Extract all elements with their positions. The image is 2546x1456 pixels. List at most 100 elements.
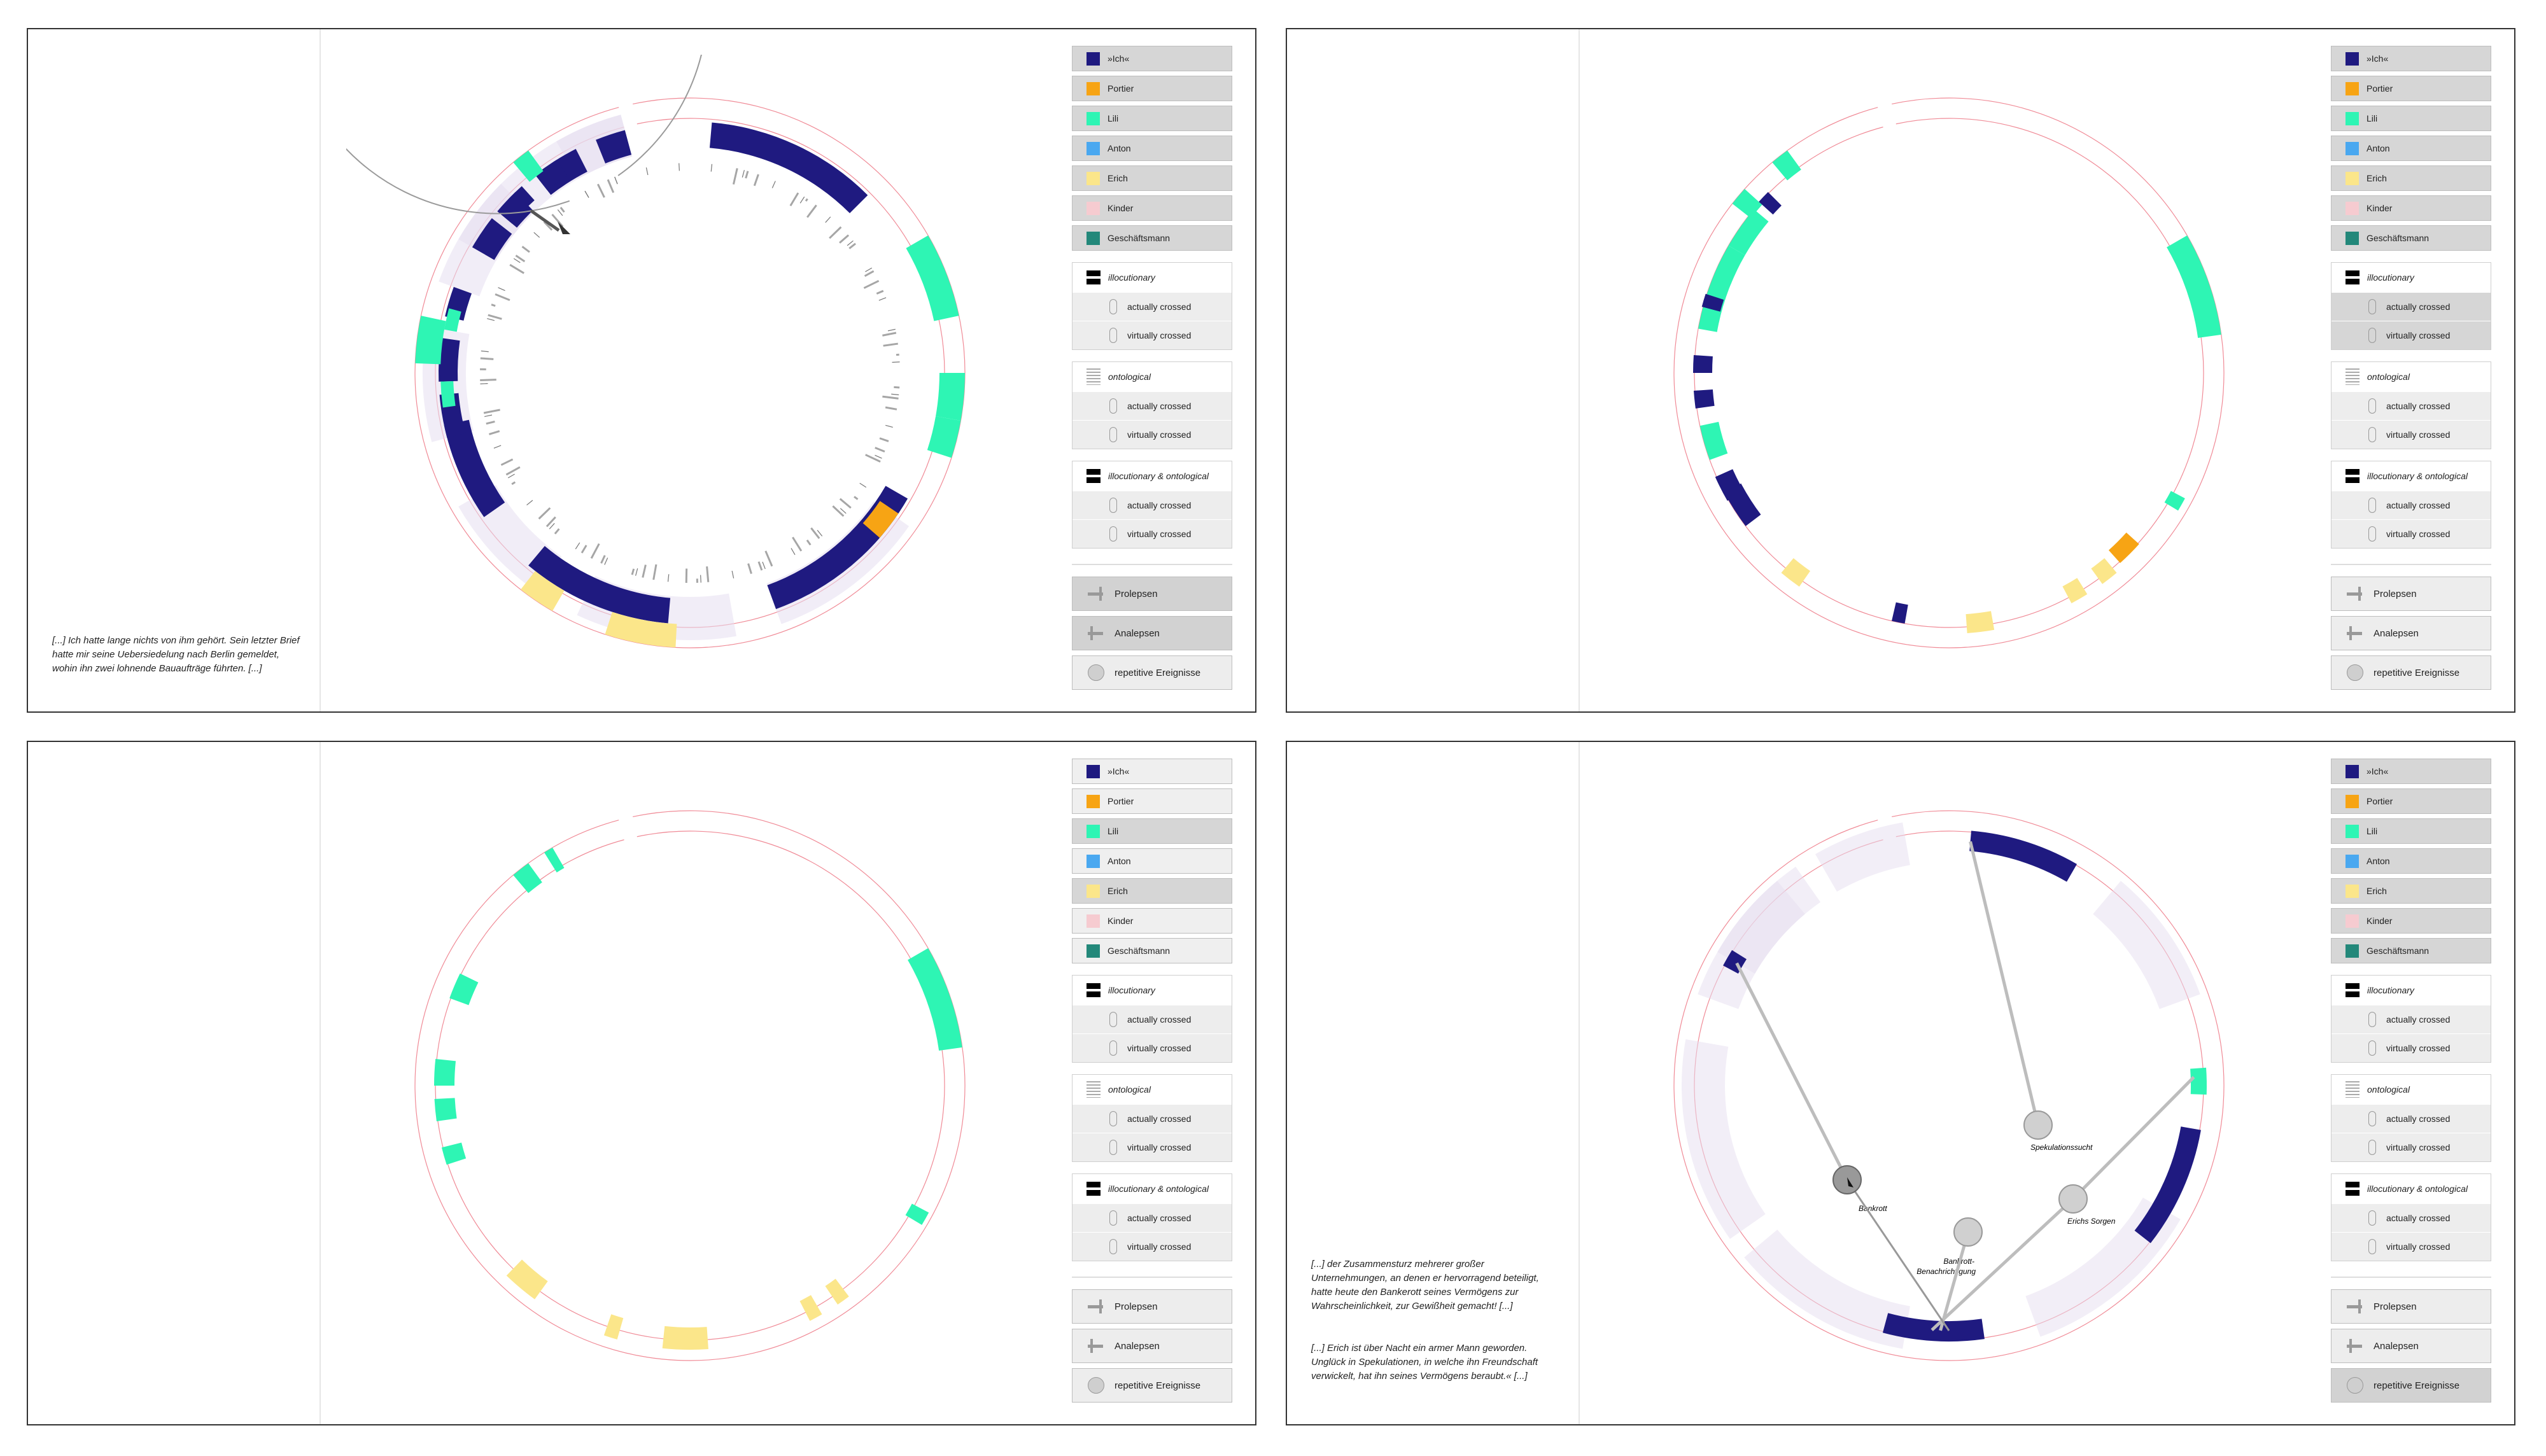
legend-item-ich[interactable]: »Ich« bbox=[1072, 759, 1232, 784]
timeline-bar bbox=[545, 516, 556, 528]
filter-row-virtually-crossed[interactable]: virtually crossed bbox=[1073, 1133, 1232, 1161]
timeline-bar bbox=[590, 543, 600, 559]
filter-row-virtually-crossed[interactable]: virtually crossed bbox=[1073, 420, 1232, 449]
filter-row-label: virtually crossed bbox=[1127, 1043, 1192, 1053]
legend-item-ich[interactable]: »Ich« bbox=[1072, 46, 1232, 71]
filter-row-virtually-crossed[interactable]: virtually crossed bbox=[2331, 1232, 2491, 1261]
legend-item-label: Anton bbox=[1108, 856, 1131, 866]
legend-item-erich[interactable]: Erich bbox=[2331, 878, 2491, 904]
legend-item-portier[interactable]: Portier bbox=[2331, 788, 2491, 814]
legend-item-anton[interactable]: Anton bbox=[1072, 136, 1232, 161]
filter-row-virtually-crossed[interactable]: virtually crossed bbox=[2331, 1133, 2491, 1161]
nav-button-prolepsen[interactable]: Prolepsen bbox=[2331, 1289, 2491, 1324]
legend-item-lili[interactable]: Lili bbox=[2331, 818, 2491, 844]
filter-row-actually-crossed[interactable]: actually crossed bbox=[2331, 292, 2491, 321]
nav-button-repetitive[interactable]: repetitive Ereignisse bbox=[1072, 1368, 1232, 1403]
legend-item-portier[interactable]: Portier bbox=[2331, 76, 2491, 101]
circle-icon bbox=[1088, 664, 1106, 681]
timeline-tick bbox=[762, 561, 766, 570]
nav-button-prolepsen[interactable]: Prolepsen bbox=[1072, 1289, 1232, 1324]
legend-item-lili[interactable]: Lili bbox=[2331, 106, 2491, 131]
legend-item-label: Lili bbox=[1108, 826, 1119, 836]
circular-visualization[interactable] bbox=[346, 767, 1034, 1404]
filter-row-actually-crossed[interactable]: actually crossed bbox=[1073, 391, 1232, 420]
filter-row-actually-crossed[interactable]: actually crossed bbox=[2331, 1203, 2491, 1232]
timeline-jump-icon bbox=[1088, 1298, 1106, 1315]
kinder-band bbox=[2093, 881, 2200, 1009]
circular-visualization[interactable] bbox=[346, 55, 1034, 691]
nav-button-prolepsen[interactable]: Prolepsen bbox=[1072, 577, 1232, 611]
legend-item-geschftsmann[interactable]: Geschäftsmann bbox=[1072, 938, 1232, 963]
crossing-type-icon bbox=[2346, 1081, 2360, 1098]
filter-row-actually-crossed[interactable]: actually crossed bbox=[1073, 1104, 1232, 1133]
timeline-bar bbox=[806, 539, 812, 546]
filter-row-actually-crossed[interactable]: actually crossed bbox=[1073, 1203, 1232, 1232]
filter-row-virtually-crossed[interactable]: virtually crossed bbox=[1073, 321, 1232, 349]
legend-item-lili[interactable]: Lili bbox=[1072, 106, 1232, 131]
legend-item-erich[interactable]: Erich bbox=[1072, 878, 1232, 904]
timeline-ring bbox=[346, 55, 702, 214]
legend-item-lili[interactable]: Lili bbox=[1072, 818, 1232, 844]
lili-segment bbox=[444, 308, 461, 332]
filter-row-actually-crossed[interactable]: actually crossed bbox=[2331, 391, 2491, 420]
timeline-bar bbox=[495, 293, 510, 302]
filter-row-label: actually crossed bbox=[1127, 401, 1192, 411]
filter-group-title: illocutionary & ontological bbox=[2367, 471, 2468, 481]
legend-item-kinder[interactable]: Kinder bbox=[1072, 908, 1232, 934]
nav-button-repetitive[interactable]: repetitive Ereignisse bbox=[2331, 655, 2491, 690]
panel-illocutionary: »Ich« Portier Lili Anton Erich Kinder Ge… bbox=[1286, 28, 2515, 713]
legend-item-kinder[interactable]: Kinder bbox=[2331, 908, 2491, 934]
nav-button-analepsen[interactable]: Analepsen bbox=[1072, 616, 1232, 650]
panel-divider bbox=[320, 742, 321, 1424]
filter-row-actually-crossed[interactable]: actually crossed bbox=[2331, 1104, 2491, 1133]
legend-item-geschftsmann[interactable]: Geschäftsmann bbox=[1072, 225, 1232, 251]
legend-item-anton[interactable]: Anton bbox=[2331, 848, 2491, 874]
filter-row-actually-crossed[interactable]: actually crossed bbox=[1073, 491, 1232, 519]
filter-row-virtually-crossed[interactable]: virtually crossed bbox=[2331, 321, 2491, 349]
legend-item-ich[interactable]: »Ich« bbox=[2331, 759, 2491, 784]
filter-row-virtually-crossed[interactable]: virtually crossed bbox=[2331, 1033, 2491, 1062]
color-swatch bbox=[1087, 231, 1100, 245]
legend-item-geschftsmann[interactable]: Geschäftsmann bbox=[2331, 938, 2491, 963]
timeline-tick bbox=[840, 508, 847, 514]
nav-button-repetitive[interactable]: repetitive Ereignisse bbox=[2331, 1368, 2491, 1403]
legend-item-portier[interactable]: Portier bbox=[1072, 76, 1232, 101]
nav-button-repetitive[interactable]: repetitive Ereignisse bbox=[1072, 655, 1232, 690]
legend-item-kinder[interactable]: Kinder bbox=[2331, 195, 2491, 221]
legend-item-anton[interactable]: Anton bbox=[1072, 848, 1232, 874]
nav-button-label: repetitive Ereignisse bbox=[2374, 1380, 2460, 1391]
filter-row-virtually-crossed[interactable]: virtually crossed bbox=[1073, 519, 1232, 548]
nav-button-analepsen[interactable]: Analepsen bbox=[2331, 1329, 2491, 1363]
filter-row-virtually-crossed[interactable]: virtually crossed bbox=[1073, 1232, 1232, 1261]
filter-row-label: actually crossed bbox=[2386, 500, 2451, 510]
ich-segment bbox=[1759, 192, 1782, 215]
filter-row-virtually-crossed[interactable]: virtually crossed bbox=[1073, 1033, 1232, 1062]
circular-visualization[interactable]: Spekulationssucht Bankrott Erichs Sorgen… bbox=[1605, 767, 2293, 1404]
timeline-tick bbox=[892, 361, 900, 363]
toggle-pill-icon bbox=[2368, 1239, 2376, 1254]
nav-button-prolepsen[interactable]: Prolepsen bbox=[2331, 577, 2491, 611]
color-swatch bbox=[2346, 231, 2359, 245]
ich-segment bbox=[497, 186, 535, 224]
portier-segment bbox=[2108, 532, 2139, 563]
filter-row-virtually-crossed[interactable]: virtually crossed bbox=[2331, 420, 2491, 449]
legend-item-anton[interactable]: Anton bbox=[2331, 136, 2491, 161]
circular-visualization[interactable] bbox=[1605, 55, 2293, 691]
erich-segment bbox=[825, 1278, 849, 1305]
filter-row-label: virtually crossed bbox=[2386, 1142, 2451, 1152]
filter-row-actually-crossed[interactable]: actually crossed bbox=[2331, 491, 2491, 519]
filter-row-actually-crossed[interactable]: actually crossed bbox=[2331, 1005, 2491, 1033]
legend-item-erich[interactable]: Erich bbox=[1072, 165, 1232, 191]
legend-item-ich[interactable]: »Ich« bbox=[2331, 46, 2491, 71]
legend-item-kinder[interactable]: Kinder bbox=[1072, 195, 1232, 221]
legend-item-erich[interactable]: Erich bbox=[2331, 165, 2491, 191]
filter-row-virtually-crossed[interactable]: virtually crossed bbox=[2331, 519, 2491, 548]
node-bankrott-benachrichtigung bbox=[1953, 1217, 1983, 1247]
nav-button-analepsen[interactable]: Analepsen bbox=[1072, 1329, 1232, 1363]
filter-row-actually-crossed[interactable]: actually crossed bbox=[1073, 1005, 1232, 1033]
legend-item-geschftsmann[interactable]: Geschäftsmann bbox=[2331, 225, 2491, 251]
timeline-bar bbox=[839, 234, 850, 244]
nav-button-analepsen[interactable]: Analepsen bbox=[2331, 616, 2491, 650]
legend-item-portier[interactable]: Portier bbox=[1072, 788, 1232, 814]
filter-row-actually-crossed[interactable]: actually crossed bbox=[1073, 292, 1232, 321]
